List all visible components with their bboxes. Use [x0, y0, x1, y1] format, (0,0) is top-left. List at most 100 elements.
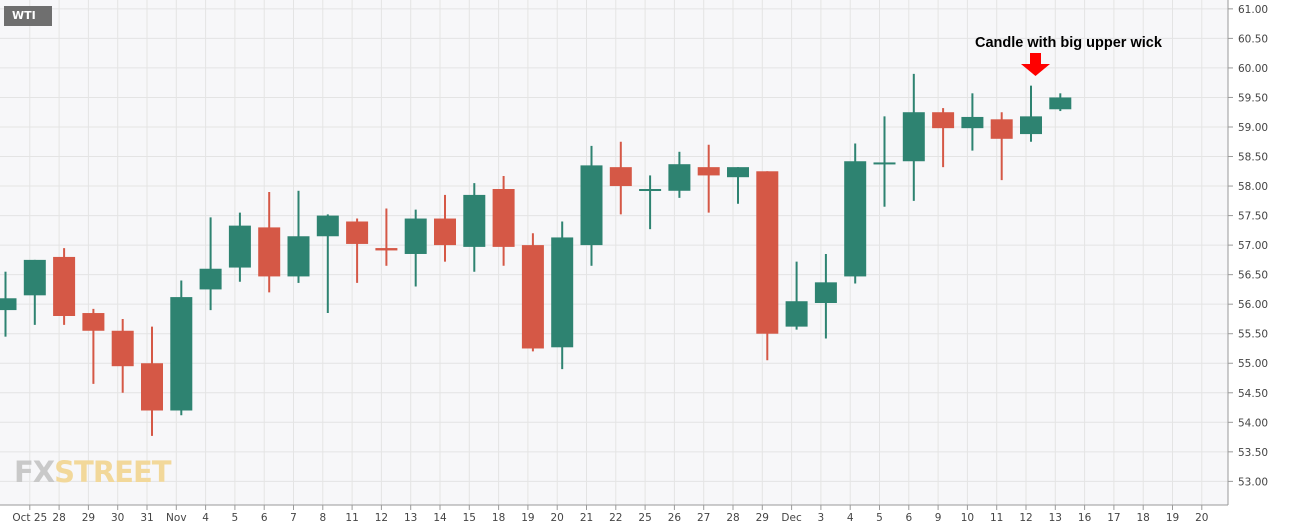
y-tick-label: 55.50 [1238, 329, 1268, 341]
y-tick-label: 54.50 [1238, 388, 1268, 400]
y-tick-label: 56.50 [1238, 270, 1268, 282]
candle-body [492, 189, 515, 247]
x-tick-label: 22 [609, 512, 622, 524]
x-tick-label: Oct 25 [12, 512, 47, 524]
x-tick-label: 17 [1107, 512, 1120, 524]
x-tick-label: 13 [404, 512, 417, 524]
x-tick-label: 4 [847, 512, 854, 524]
x-tick-label: 28 [726, 512, 739, 524]
x-tick-label: 11 [990, 512, 1003, 524]
candle-body [228, 225, 251, 268]
x-tick-label: 12 [1019, 512, 1032, 524]
y-tick-label: 57.50 [1238, 211, 1268, 223]
x-tick-label: 25 [638, 512, 651, 524]
y-tick-label: 60.00 [1238, 63, 1268, 75]
candle-body [0, 298, 17, 311]
candle-body [346, 221, 369, 244]
y-tick-label: 56.00 [1238, 299, 1268, 311]
candle-body [111, 330, 134, 367]
x-tick-label: 13 [1049, 512, 1062, 524]
y-tick-label: 61.00 [1238, 4, 1268, 16]
x-tick-label: 15 [463, 512, 476, 524]
y-tick-label: 53.50 [1238, 447, 1268, 459]
candle-body [990, 119, 1013, 139]
candle-body [844, 161, 867, 277]
candle-body [609, 167, 632, 187]
x-tick-label: 16 [1078, 512, 1092, 524]
y-tick-label: 58.50 [1238, 152, 1268, 164]
candle-body [53, 256, 76, 316]
x-tick-label: 5 [232, 512, 239, 524]
x-tick-label: 29 [82, 512, 95, 524]
x-tick-label: 11 [345, 512, 358, 524]
x-tick-label: 31 [140, 512, 153, 524]
candle-body [170, 297, 193, 411]
candle-body [580, 165, 603, 246]
x-tick-label: 18 [1137, 512, 1150, 524]
candle-body [287, 236, 310, 277]
y-tick-label: 58.00 [1238, 181, 1268, 193]
x-tick-label: 6 [905, 512, 912, 524]
watermark-part-1: FX [14, 455, 55, 489]
candle-body [932, 112, 955, 129]
x-tick-label: Dec [781, 512, 802, 524]
candle-body [199, 268, 222, 290]
x-tick-label: 12 [375, 512, 388, 524]
candle-body [668, 164, 691, 191]
candle-body [404, 218, 427, 254]
x-tick-label: 29 [756, 512, 769, 524]
x-tick-label: 27 [697, 512, 710, 524]
candle-body [727, 167, 749, 178]
candle-body [258, 227, 281, 277]
plot-background [0, 0, 1228, 505]
candle-body [639, 189, 662, 192]
candle-body [375, 248, 398, 251]
x-tick-label: 9 [935, 512, 942, 524]
candle-body [961, 116, 984, 129]
x-tick-label: 10 [961, 512, 974, 524]
watermark-logo: FXSTREET [14, 455, 172, 489]
y-tick-label: 54.00 [1238, 417, 1268, 429]
y-tick-label: 55.00 [1238, 358, 1268, 370]
x-tick-label: 20 [551, 512, 564, 524]
y-tick-label: 59.00 [1238, 122, 1268, 134]
x-tick-label: 6 [261, 512, 268, 524]
x-tick-label: 26 [668, 512, 682, 524]
candle-body [873, 162, 896, 165]
x-tick-label: Nov [166, 512, 187, 524]
candle-body [23, 259, 46, 296]
candle-body [551, 237, 574, 348]
x-tick-label: 5 [876, 512, 883, 524]
y-tick-label: 59.50 [1238, 92, 1268, 104]
y-tick-label: 53.00 [1238, 476, 1268, 488]
watermark-part-2: STREET [54, 455, 171, 489]
y-tick-label: 60.50 [1238, 33, 1268, 45]
x-tick-label: 3 [818, 512, 825, 524]
candle-body [82, 313, 105, 331]
candle-body [316, 215, 339, 237]
x-axis-ticks: Oct 25 28 29 30 31 Nov 4 5 6 7 8 11 12 13 14 15 18 19 20 21… [12, 505, 1208, 524]
candle-body [902, 112, 925, 162]
candle-body [141, 363, 163, 411]
candle-body [434, 218, 456, 246]
candle-body [521, 245, 544, 349]
candle-body [1049, 97, 1072, 110]
candle-body [697, 167, 720, 176]
grid-lines [0, 0, 1228, 505]
candle-body [756, 171, 779, 334]
x-tick-label: 19 [1166, 512, 1179, 524]
x-tick-label: 4 [202, 512, 209, 524]
x-tick-label: 20 [1195, 512, 1208, 524]
x-tick-label: 28 [52, 512, 65, 524]
candle-body [463, 194, 486, 247]
x-tick-label: 8 [319, 512, 326, 524]
y-axis-ticks: 53.00 53.50 54.00 54.50 55.00 55.50 56.00 56.50… [1228, 4, 1268, 488]
x-tick-label: 19 [521, 512, 534, 524]
x-tick-label: 18 [492, 512, 505, 524]
symbol-badge: WTI [4, 6, 52, 26]
x-tick-label: 7 [290, 512, 297, 524]
y-tick-label: 57.00 [1238, 240, 1268, 252]
x-tick-label: 30 [111, 512, 124, 524]
x-tick-label: 14 [433, 512, 447, 524]
